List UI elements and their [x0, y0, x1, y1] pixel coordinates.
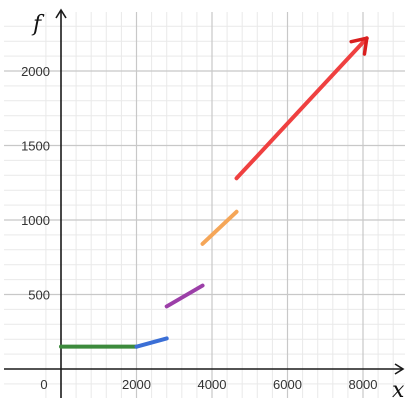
y-tick-label: 1500 — [21, 139, 50, 154]
series-line-5 — [234, 36, 369, 181]
y-tick-label: 1000 — [21, 213, 50, 228]
y-tick-label: 2000 — [21, 64, 50, 79]
y-axis-arrow-icon — [55, 8, 67, 19]
y-axis-label: f — [31, 12, 45, 37]
axes — [4, 8, 405, 398]
data-series — [59, 36, 369, 349]
x-tick-label: 6000 — [273, 377, 302, 392]
series-line-4 — [200, 209, 239, 246]
x-tick-label: 2000 — [122, 377, 151, 392]
y-tick-label: 500 — [28, 288, 50, 303]
minor-gridlines — [4, 12, 405, 398]
series-line-3 — [164, 283, 205, 309]
x-tick-label: 0 — [40, 377, 47, 392]
x-axis-arrow-icon — [394, 363, 405, 375]
tick-labels: 0 2000 4000 6000 8000 500 1000 1500 2000 — [21, 64, 377, 392]
series-line-2 — [134, 336, 169, 349]
x-tick-label: 8000 — [349, 377, 378, 392]
x-tick-label: 4000 — [198, 377, 227, 392]
arrowhead-icon — [349, 36, 369, 56]
x-axis-label: x — [392, 378, 405, 401]
